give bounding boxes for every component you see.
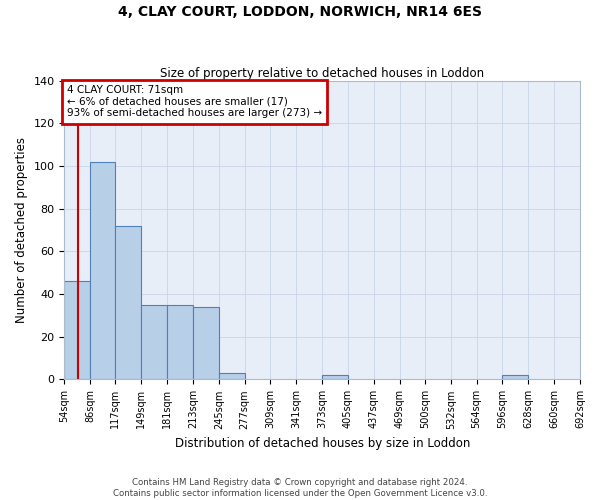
Bar: [193, 307, 219, 380]
Text: Contains HM Land Registry data © Crown copyright and database right 2024.
Contai: Contains HM Land Registry data © Crown c…: [113, 478, 487, 498]
Bar: [502, 375, 528, 380]
Bar: [167, 304, 193, 380]
Bar: [90, 162, 115, 380]
Bar: [141, 304, 167, 380]
Title: Size of property relative to detached houses in Loddon: Size of property relative to detached ho…: [160, 66, 484, 80]
Text: 4, CLAY COURT, LODDON, NORWICH, NR14 6ES: 4, CLAY COURT, LODDON, NORWICH, NR14 6ES: [118, 5, 482, 19]
X-axis label: Distribution of detached houses by size in Loddon: Distribution of detached houses by size …: [175, 437, 470, 450]
Text: 4 CLAY COURT: 71sqm
← 6% of detached houses are smaller (17)
93% of semi-detache: 4 CLAY COURT: 71sqm ← 6% of detached hou…: [67, 85, 322, 118]
Bar: [322, 375, 348, 380]
Y-axis label: Number of detached properties: Number of detached properties: [15, 137, 28, 323]
Bar: [115, 226, 141, 380]
Bar: [64, 282, 90, 380]
Bar: [219, 373, 245, 380]
